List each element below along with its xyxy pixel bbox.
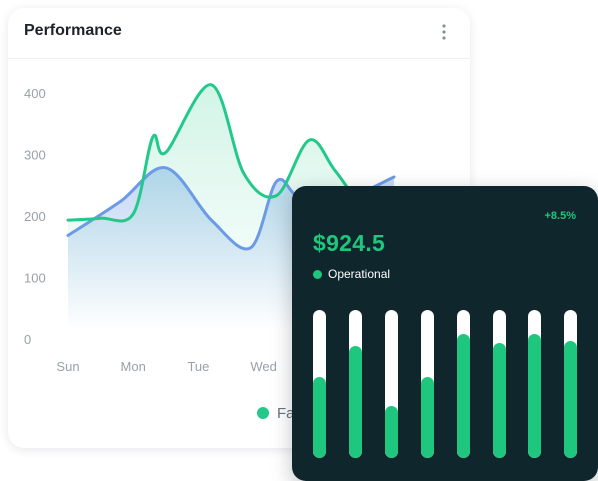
usage-bar-fill bbox=[384, 406, 398, 458]
usage-bar bbox=[456, 310, 470, 458]
usage-bar-fill bbox=[528, 334, 542, 458]
x-tick-label: Mon bbox=[121, 359, 146, 374]
status-dot-icon bbox=[313, 269, 322, 279]
change-percent: +8.5% bbox=[544, 210, 577, 222]
y-tick-label: 200 bbox=[24, 209, 46, 224]
x-tick-label: Tue bbox=[187, 359, 209, 374]
usage-bars bbox=[313, 310, 578, 458]
status-label: Operational bbox=[328, 267, 391, 281]
amount-value: $924.5 bbox=[313, 230, 386, 256]
usage-bar-fill bbox=[492, 343, 506, 458]
summary-card: +8.5% $924.5 Operational bbox=[292, 186, 598, 481]
card-header: Performance bbox=[8, 8, 470, 59]
legend-dot-icon bbox=[257, 407, 269, 419]
y-tick-label: 0 bbox=[24, 332, 31, 347]
usage-bar bbox=[528, 310, 542, 458]
usage-bar bbox=[384, 310, 398, 458]
card-title: Performance bbox=[24, 22, 122, 39]
usage-bar-fill bbox=[456, 334, 470, 458]
chart-legend[interactable]: Fa bbox=[257, 404, 295, 422]
usage-bar-fill bbox=[348, 346, 362, 458]
kebab-menu-icon[interactable] bbox=[434, 22, 454, 42]
usage-bar bbox=[348, 310, 362, 458]
y-tick-label: 100 bbox=[24, 271, 46, 286]
x-tick-label: Wed bbox=[250, 359, 277, 374]
usage-bar-fill bbox=[564, 341, 578, 458]
usage-bar-fill bbox=[313, 377, 326, 458]
legend-label: Fa bbox=[277, 404, 295, 422]
status-indicator: Operational bbox=[313, 267, 390, 281]
series-green-line bbox=[66, 83, 396, 223]
usage-bar bbox=[564, 310, 578, 458]
usage-bar-fill bbox=[420, 377, 434, 458]
x-tick-label: Sun bbox=[56, 359, 79, 374]
y-tick-label: 300 bbox=[24, 148, 46, 163]
usage-bar bbox=[420, 310, 434, 458]
y-tick-label: 400 bbox=[24, 86, 46, 101]
usage-bar bbox=[492, 310, 506, 458]
usage-bar bbox=[313, 310, 326, 458]
